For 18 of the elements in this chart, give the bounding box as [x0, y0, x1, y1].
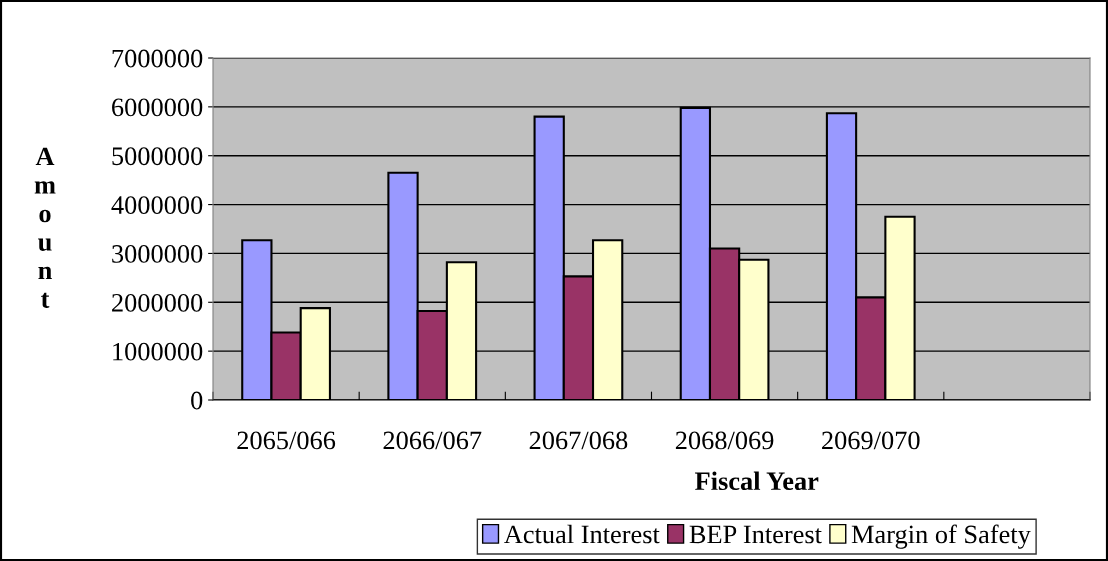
- y-tick-label: 5000000: [112, 147, 203, 166]
- legend-label: Margin of Safety: [851, 524, 1031, 549]
- y-tick-label: 6000000: [112, 98, 203, 117]
- y-tick-label: 4000000: [111, 196, 203, 214]
- x-tick-label: 2067/068: [529, 431, 628, 450]
- x-tick-label: 2068/069: [675, 431, 774, 450]
- x-tick-label: 2066/067: [383, 431, 482, 450]
- y-tick-label: 1000000: [113, 342, 203, 361]
- legend-label: Actual Interest: [504, 524, 660, 544]
- y-tick-label: 3000000: [112, 245, 203, 263]
- x-tick-label: 2065/066: [237, 431, 336, 450]
- x-tick-label: 2069/070: [822, 431, 920, 450]
- y-tick-label: 7000000: [112, 49, 203, 68]
- legend-label: BEP Interest: [689, 525, 822, 544]
- y-axis-title: Amount: [34, 147, 56, 308]
- y-tick-label: 0: [191, 391, 203, 410]
- y-tick-label: 2000000: [112, 293, 203, 312]
- x-axis-title: Fiscal Year: [695, 471, 819, 491]
